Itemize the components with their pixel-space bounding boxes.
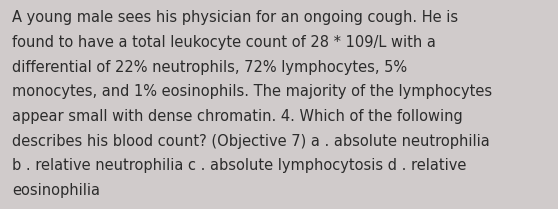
Text: appear small with dense chromatin. 4. Which of the following: appear small with dense chromatin. 4. Wh… bbox=[12, 109, 463, 124]
Text: A young male sees his physician for an ongoing cough. He is: A young male sees his physician for an o… bbox=[12, 10, 459, 25]
Text: monocytes, and 1% eosinophils. The majority of the lymphocytes: monocytes, and 1% eosinophils. The major… bbox=[12, 84, 492, 99]
Text: describes his blood count? (Objective 7) a . absolute neutrophilia: describes his blood count? (Objective 7)… bbox=[12, 134, 490, 149]
Text: eosinophilia: eosinophilia bbox=[12, 183, 100, 198]
Text: b . relative neutrophilia c . absolute lymphocytosis d . relative: b . relative neutrophilia c . absolute l… bbox=[12, 158, 466, 173]
Text: found to have a total leukocyte count of 28 * 109/L with a: found to have a total leukocyte count of… bbox=[12, 35, 436, 50]
Text: differential of 22% neutrophils, 72% lymphocytes, 5%: differential of 22% neutrophils, 72% lym… bbox=[12, 60, 407, 75]
